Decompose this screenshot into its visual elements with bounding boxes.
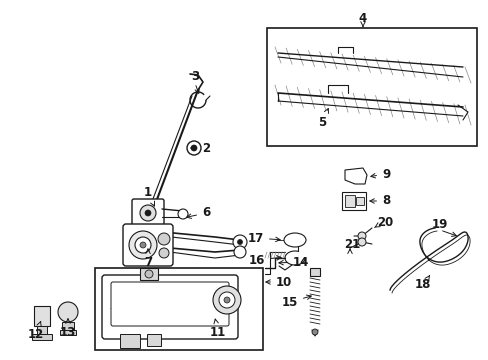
Bar — [341, 192, 365, 210]
Bar — [95, 268, 263, 350]
Text: 6: 6 — [186, 207, 210, 220]
Text: 15: 15 — [281, 295, 311, 309]
Bar — [147, 334, 161, 346]
FancyBboxPatch shape — [123, 224, 173, 266]
Circle shape — [178, 209, 187, 219]
Bar — [62, 322, 74, 330]
Polygon shape — [345, 168, 366, 184]
Bar — [120, 334, 140, 348]
Text: 16: 16 — [248, 253, 281, 266]
Text: 5: 5 — [317, 108, 328, 129]
Circle shape — [186, 141, 201, 155]
Circle shape — [145, 270, 153, 278]
Text: 19: 19 — [431, 219, 447, 231]
Circle shape — [357, 238, 365, 246]
Circle shape — [213, 286, 241, 314]
Circle shape — [311, 329, 317, 335]
Circle shape — [58, 302, 78, 322]
Bar — [32, 334, 52, 340]
Text: 2: 2 — [190, 141, 210, 154]
Text: 7: 7 — [143, 249, 152, 269]
Text: 17: 17 — [247, 231, 280, 244]
Text: 8: 8 — [369, 194, 389, 207]
Circle shape — [145, 210, 151, 216]
FancyBboxPatch shape — [102, 275, 238, 339]
Bar — [60, 330, 76, 335]
FancyBboxPatch shape — [111, 282, 228, 326]
Bar — [34, 306, 50, 326]
Bar — [345, 195, 354, 207]
FancyBboxPatch shape — [132, 199, 163, 227]
Ellipse shape — [284, 233, 305, 247]
Text: 21: 21 — [343, 238, 360, 252]
Circle shape — [191, 145, 197, 151]
Bar — [140, 268, 158, 280]
Circle shape — [158, 233, 170, 245]
Text: 3: 3 — [190, 69, 199, 82]
Circle shape — [224, 297, 229, 303]
Bar — [355, 197, 363, 205]
Text: 14: 14 — [278, 256, 309, 269]
Circle shape — [219, 292, 235, 308]
Bar — [309, 268, 319, 276]
Text: 1: 1 — [143, 186, 154, 206]
Bar — [266, 28, 476, 146]
Circle shape — [357, 232, 365, 240]
Text: 12: 12 — [28, 321, 44, 341]
Bar — [37, 326, 47, 334]
Circle shape — [135, 237, 151, 253]
Circle shape — [232, 235, 246, 249]
Circle shape — [140, 242, 146, 248]
Circle shape — [159, 248, 169, 258]
Circle shape — [237, 239, 242, 244]
Circle shape — [234, 246, 245, 258]
Circle shape — [129, 231, 157, 259]
Text: 10: 10 — [265, 275, 292, 288]
Text: 11: 11 — [209, 319, 225, 338]
Text: 18: 18 — [414, 275, 430, 292]
Text: 9: 9 — [370, 167, 389, 180]
Text: 13: 13 — [60, 319, 76, 338]
Circle shape — [140, 205, 156, 221]
Text: 20: 20 — [376, 216, 392, 229]
Text: 4: 4 — [358, 12, 366, 24]
